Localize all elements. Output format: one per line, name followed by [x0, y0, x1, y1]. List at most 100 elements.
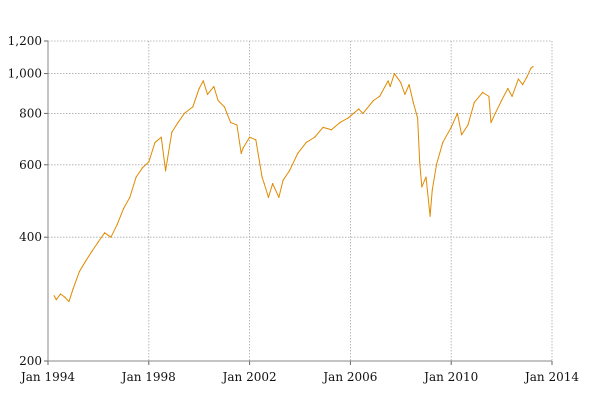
series-point	[85, 260, 87, 262]
series-point	[192, 106, 194, 108]
x-tick-label: Jan 2002	[221, 370, 277, 384]
series-point	[272, 183, 274, 185]
series-point	[278, 196, 280, 198]
y-tick-label: 1,000	[8, 67, 42, 81]
x-tick-label: Jan 2006	[321, 370, 377, 384]
x-tick-label: Jan 2014	[523, 370, 579, 384]
series-point	[456, 112, 459, 115]
series-point	[429, 215, 431, 217]
series-point	[282, 179, 284, 181]
x-tick-label: Jan 1994	[19, 370, 75, 384]
series-point	[500, 99, 503, 102]
series-point	[154, 141, 156, 144]
series-point	[183, 112, 185, 115]
series-point	[223, 106, 226, 108]
series-point	[425, 176, 427, 178]
series-point	[53, 295, 55, 297]
series-point	[372, 99, 375, 102]
series-point	[104, 232, 106, 234]
series-point	[322, 126, 324, 128]
series-point	[431, 189, 433, 191]
series-point	[267, 196, 270, 198]
series-point	[59, 293, 62, 295]
series-point	[362, 112, 364, 115]
series-point	[421, 186, 423, 188]
y-tick-label: 800	[19, 106, 42, 120]
series-point	[263, 183, 265, 185]
series-point	[330, 129, 333, 131]
chart-axes	[44, 40, 553, 365]
series-point	[347, 117, 349, 119]
series-point	[123, 207, 125, 210]
series-point	[404, 93, 406, 95]
series-point	[249, 136, 251, 138]
x-tick-label: Jan 1998	[120, 370, 176, 384]
series-point	[490, 121, 492, 124]
y-tick-label: 400	[19, 230, 42, 244]
series-point	[507, 87, 509, 90]
series-point	[177, 121, 179, 124]
y-tick-label: 200	[19, 354, 42, 368]
series-point	[467, 124, 469, 126]
series-point	[217, 99, 219, 102]
series-point	[387, 80, 389, 82]
series-point	[148, 161, 150, 163]
series-point	[532, 65, 534, 68]
series-point	[412, 101, 414, 104]
series-point	[450, 126, 452, 128]
series-point	[481, 91, 484, 93]
series-point	[393, 72, 396, 75]
series-point	[202, 80, 204, 82]
series-point	[68, 300, 70, 303]
series-point	[435, 164, 438, 166]
series-point	[339, 121, 341, 124]
series-point	[55, 299, 57, 301]
series-point	[213, 85, 215, 88]
series-point	[97, 241, 99, 243]
series-point	[288, 170, 291, 172]
series-point	[206, 93, 209, 95]
series-point	[417, 117, 419, 119]
series-point	[461, 134, 463, 136]
series-point	[110, 236, 112, 238]
x-tick-label: Jan 2010	[422, 370, 478, 384]
chart-grid	[47, 40, 553, 362]
series-point	[358, 108, 360, 110]
series-point	[72, 287, 74, 290]
series-point	[242, 147, 244, 149]
series-line-0	[53, 66, 534, 303]
series-point	[230, 121, 232, 124]
tick-labels: Jan 1994 Jan 1998 Jan 2002 Jan 2006 Jan 2010…	[8, 34, 580, 384]
series-point	[240, 152, 242, 154]
series-point	[511, 95, 513, 97]
series-group	[53, 65, 534, 303]
series-point	[116, 223, 118, 225]
series-point	[408, 84, 410, 86]
series-point	[526, 76, 528, 78]
series-point	[442, 141, 444, 144]
series-point	[171, 131, 173, 133]
series-point	[488, 95, 490, 97]
series-point	[379, 95, 381, 97]
series-point	[236, 124, 238, 126]
series-point	[64, 296, 66, 298]
series-point	[164, 170, 167, 172]
series-point	[530, 67, 532, 69]
y-tick-label: 600	[19, 158, 42, 172]
series-point	[389, 85, 391, 88]
series-point	[198, 87, 200, 90]
series-point	[261, 176, 263, 178]
series-point	[141, 167, 144, 169]
series-point	[314, 136, 316, 138]
series-point	[305, 141, 307, 144]
series-point	[517, 78, 520, 80]
series-point	[473, 101, 475, 104]
series-point	[160, 136, 162, 138]
series-point	[135, 176, 137, 178]
series-point	[494, 112, 496, 115]
series-point	[297, 152, 299, 154]
series-point	[129, 196, 131, 198]
series-point	[400, 82, 402, 84]
series-point	[78, 270, 80, 273]
